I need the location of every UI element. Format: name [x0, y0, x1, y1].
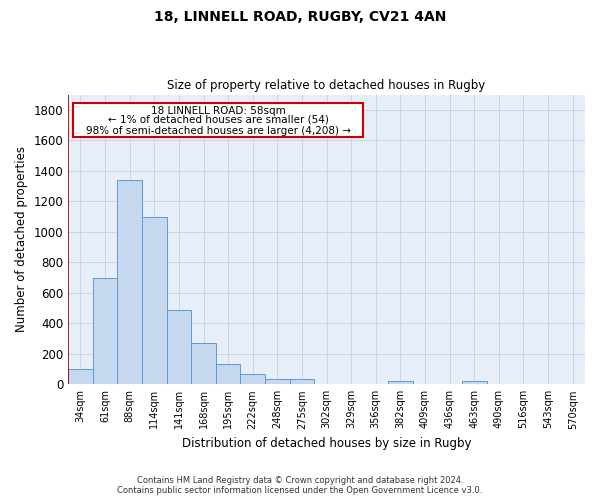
- Bar: [167, 310, 191, 384]
- Text: 18, LINNELL ROAD, RUGBY, CV21 4AN: 18, LINNELL ROAD, RUGBY, CV21 4AN: [154, 10, 446, 24]
- Text: 98% of semi-detached houses are larger (4,208) →: 98% of semi-detached houses are larger (…: [86, 126, 350, 136]
- Bar: [142, 216, 167, 384]
- Bar: [388, 382, 413, 384]
- Bar: [241, 374, 265, 384]
- Y-axis label: Number of detached properties: Number of detached properties: [15, 146, 28, 332]
- Title: Size of property relative to detached houses in Rugby: Size of property relative to detached ho…: [167, 79, 486, 92]
- FancyBboxPatch shape: [73, 103, 363, 136]
- Bar: [118, 180, 142, 384]
- Bar: [93, 278, 118, 384]
- Text: ← 1% of detached houses are smaller (54): ← 1% of detached houses are smaller (54): [107, 115, 328, 125]
- Text: Contains HM Land Registry data © Crown copyright and database right 2024.
Contai: Contains HM Land Registry data © Crown c…: [118, 476, 482, 495]
- Bar: [462, 382, 487, 384]
- Text: 18 LINNELL ROAD: 58sqm: 18 LINNELL ROAD: 58sqm: [151, 106, 286, 116]
- Bar: [68, 369, 93, 384]
- X-axis label: Distribution of detached houses by size in Rugby: Distribution of detached houses by size …: [182, 437, 472, 450]
- Bar: [216, 364, 241, 384]
- Bar: [290, 379, 314, 384]
- Bar: [265, 379, 290, 384]
- Bar: [191, 343, 216, 384]
